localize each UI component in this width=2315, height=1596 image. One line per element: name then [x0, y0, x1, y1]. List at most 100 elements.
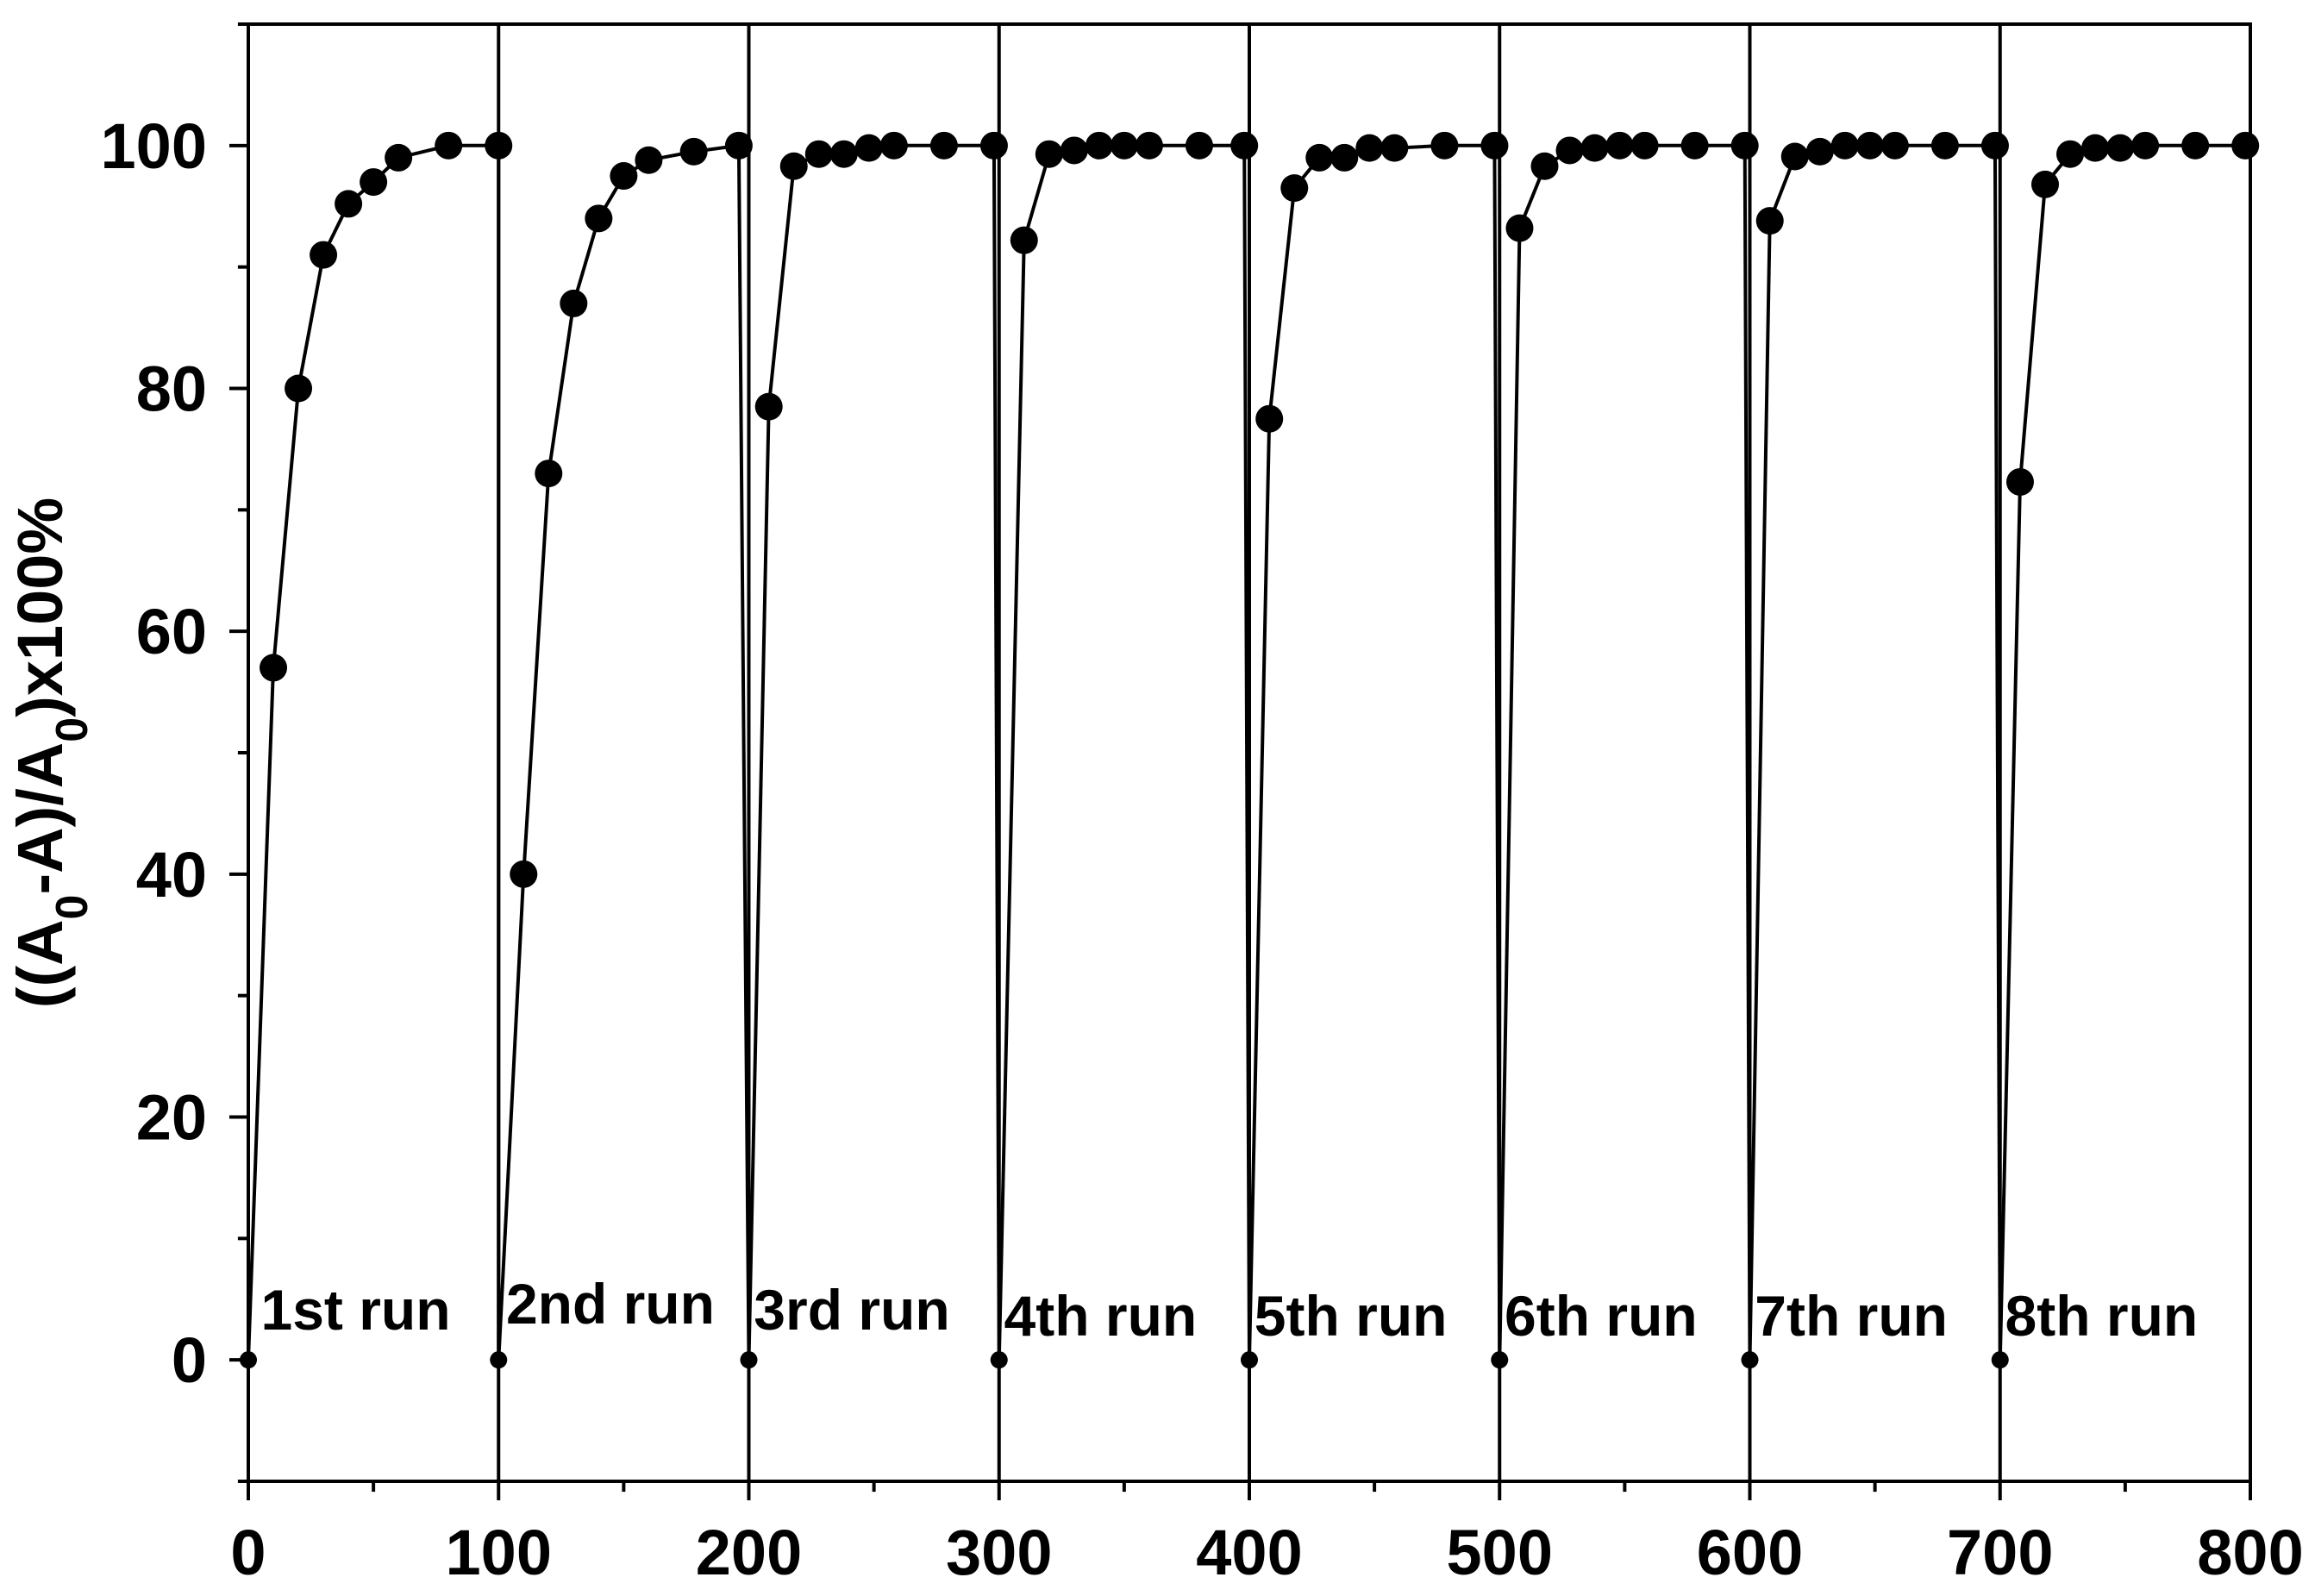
data-point — [990, 1351, 1008, 1369]
run-label: 1st run — [261, 1278, 451, 1342]
y-axis-title-part: ((A — [4, 919, 76, 1008]
data-point — [1605, 131, 1634, 160]
data-point — [2131, 131, 2160, 160]
data-point — [1680, 131, 1709, 160]
y-tick-label: 40 — [136, 839, 207, 911]
data-point — [1185, 131, 1213, 160]
data-point — [585, 204, 613, 233]
data-point — [779, 152, 808, 180]
y-axis-title-group: ((A0-A)/A0)x100% — [4, 498, 97, 1008]
data-point — [610, 162, 638, 191]
data-point — [2106, 134, 2135, 162]
run-label: 3rd run — [754, 1278, 949, 1342]
data-point — [1241, 1351, 1258, 1369]
data-point — [240, 1351, 257, 1369]
data-point — [1780, 142, 1809, 171]
x-tick-label: 700 — [1947, 1517, 2053, 1588]
data-point — [485, 131, 513, 160]
data-point — [1830, 131, 1859, 160]
data-point — [560, 289, 588, 317]
data-point — [1491, 1351, 1509, 1369]
data-point — [929, 131, 958, 160]
data-point — [829, 140, 858, 168]
data-point — [1741, 1351, 1759, 1369]
data-point — [260, 654, 288, 682]
run-label: 7th run — [1755, 1284, 1948, 1348]
data-point — [1060, 136, 1088, 165]
y-axis-title: ((A0-A)/A0)x100% — [4, 498, 97, 1008]
run-label: 2nd run — [506, 1272, 715, 1336]
data-point — [1330, 143, 1359, 172]
data-point — [1805, 137, 1834, 166]
series-points — [240, 131, 2260, 1369]
data-point — [510, 860, 538, 888]
x-tick-label: 100 — [446, 1517, 552, 1588]
data-point — [490, 1351, 508, 1369]
data-point — [879, 131, 908, 160]
data-point — [679, 137, 708, 166]
data-point — [804, 140, 833, 168]
x-tick-label: 600 — [1697, 1517, 1803, 1588]
data-point — [635, 146, 663, 174]
x-tick-label: 300 — [946, 1517, 1052, 1588]
data-point — [1255, 404, 1284, 433]
y-tick-label: 80 — [136, 354, 207, 425]
data-point — [1010, 226, 1038, 254]
data-point — [360, 168, 388, 197]
run-label: 6th run — [1505, 1284, 1698, 1348]
run-label: 5th run — [1254, 1284, 1448, 1348]
data-point — [1280, 174, 1309, 203]
data-point — [1930, 131, 1959, 160]
data-point — [1430, 131, 1459, 160]
data-point — [1480, 131, 1509, 160]
data-point — [740, 1351, 758, 1369]
data-point — [335, 190, 363, 218]
y-axis-title-subscript: 0 — [47, 717, 97, 742]
data-point — [1505, 214, 1534, 242]
data-point — [1380, 134, 1409, 162]
tick-labels: 0 100 200 300 400 500 600 700 800 0 20 40 60 80 100 — [101, 110, 2304, 1588]
data-point — [535, 460, 563, 488]
y-axis-title-part: )x100% — [4, 498, 76, 717]
data-point — [1110, 131, 1138, 160]
data-point — [1035, 140, 1063, 168]
data-point — [435, 131, 463, 160]
data-point — [1630, 131, 1659, 160]
y-tick-label: 20 — [136, 1082, 207, 1154]
data-point — [310, 241, 338, 269]
data-point — [1980, 131, 2009, 160]
data-point — [1085, 131, 1113, 160]
data-point — [1530, 152, 1559, 180]
data-point — [1880, 131, 1909, 160]
y-tick-label: 0 — [172, 1324, 207, 1396]
run-label: 8th run — [2005, 1284, 2199, 1348]
data-point — [724, 131, 753, 160]
data-point — [1755, 207, 1784, 235]
data-point — [854, 134, 883, 162]
data-point — [1855, 131, 1884, 160]
x-tick-label: 200 — [696, 1517, 802, 1588]
x-tick-label: 800 — [2197, 1517, 2303, 1588]
series-polyline — [247, 143, 2246, 1362]
data-point — [2030, 170, 2059, 198]
data-point — [1230, 131, 1259, 160]
y-axis-title-part: -A)/A — [4, 742, 76, 895]
data-point — [2081, 134, 2110, 162]
data-point — [1135, 131, 1163, 160]
data-point — [2181, 131, 2210, 160]
data-point — [754, 392, 783, 421]
data-point — [1555, 136, 1584, 165]
x-tick-label: 400 — [1196, 1517, 1302, 1588]
x-tick-label: 0 — [230, 1517, 266, 1588]
data-point — [1991, 1351, 2009, 1369]
data-point — [2056, 140, 2085, 168]
data-point — [1305, 143, 1334, 172]
axis-ticks — [229, 22, 2252, 1500]
run-label: 4th run — [1004, 1284, 1198, 1348]
data-point — [1580, 134, 1609, 162]
data-point — [285, 374, 313, 403]
data-point — [2005, 467, 2034, 496]
data-point — [385, 143, 413, 172]
series-line — [247, 143, 2246, 1362]
